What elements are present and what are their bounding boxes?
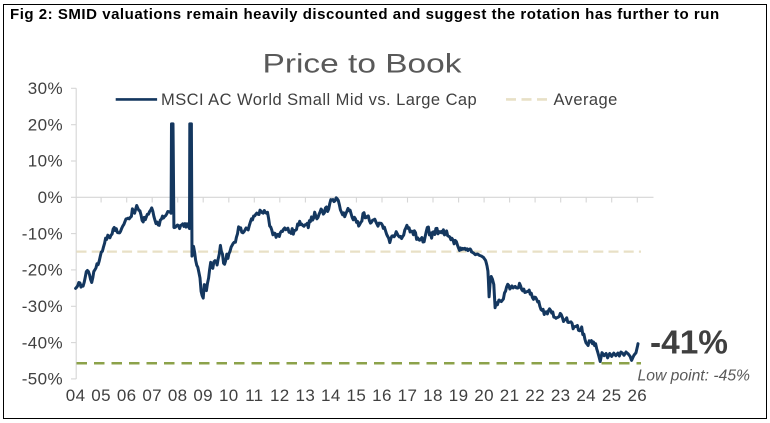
svg-text:22: 22 bbox=[525, 386, 545, 405]
svg-text:MSCI AC World Small Mid vs. La: MSCI AC World Small Mid vs. Large Cap bbox=[161, 91, 477, 109]
svg-text:-50%: -50% bbox=[22, 370, 63, 389]
svg-text:12: 12 bbox=[270, 386, 290, 405]
svg-text:30%: 30% bbox=[28, 79, 63, 98]
svg-text:23: 23 bbox=[551, 386, 571, 405]
svg-text:16: 16 bbox=[372, 386, 392, 405]
svg-text:08: 08 bbox=[168, 386, 188, 405]
svg-text:20: 20 bbox=[474, 386, 494, 405]
svg-text:25: 25 bbox=[602, 386, 622, 405]
svg-text:10%: 10% bbox=[28, 152, 63, 171]
svg-text:-30%: -30% bbox=[22, 297, 63, 316]
svg-text:19: 19 bbox=[449, 386, 469, 405]
svg-text:06: 06 bbox=[117, 386, 137, 405]
svg-text:17: 17 bbox=[398, 386, 418, 405]
svg-text:Average: Average bbox=[554, 91, 618, 109]
svg-text:18: 18 bbox=[423, 386, 443, 405]
svg-text:13: 13 bbox=[296, 386, 316, 405]
svg-text:04: 04 bbox=[66, 386, 86, 405]
svg-text:0%: 0% bbox=[38, 188, 63, 207]
svg-text:26: 26 bbox=[627, 386, 647, 405]
svg-text:-10%: -10% bbox=[22, 224, 63, 243]
svg-text:09: 09 bbox=[193, 386, 213, 405]
svg-text:10: 10 bbox=[219, 386, 239, 405]
svg-text:24: 24 bbox=[576, 386, 596, 405]
svg-text:-41%: -41% bbox=[650, 325, 728, 362]
svg-text:05: 05 bbox=[91, 386, 111, 405]
svg-text:Low point: -45%: Low point: -45% bbox=[638, 368, 751, 385]
svg-text:20%: 20% bbox=[28, 115, 63, 134]
svg-text:15: 15 bbox=[347, 386, 367, 405]
svg-text:-20%: -20% bbox=[22, 261, 63, 280]
svg-text:Price to Book: Price to Book bbox=[263, 49, 463, 79]
svg-text:14: 14 bbox=[321, 386, 341, 405]
svg-text:11: 11 bbox=[245, 386, 263, 405]
svg-text:-40%: -40% bbox=[22, 333, 63, 352]
svg-text:07: 07 bbox=[142, 386, 162, 405]
svg-text:21: 21 bbox=[500, 386, 520, 405]
